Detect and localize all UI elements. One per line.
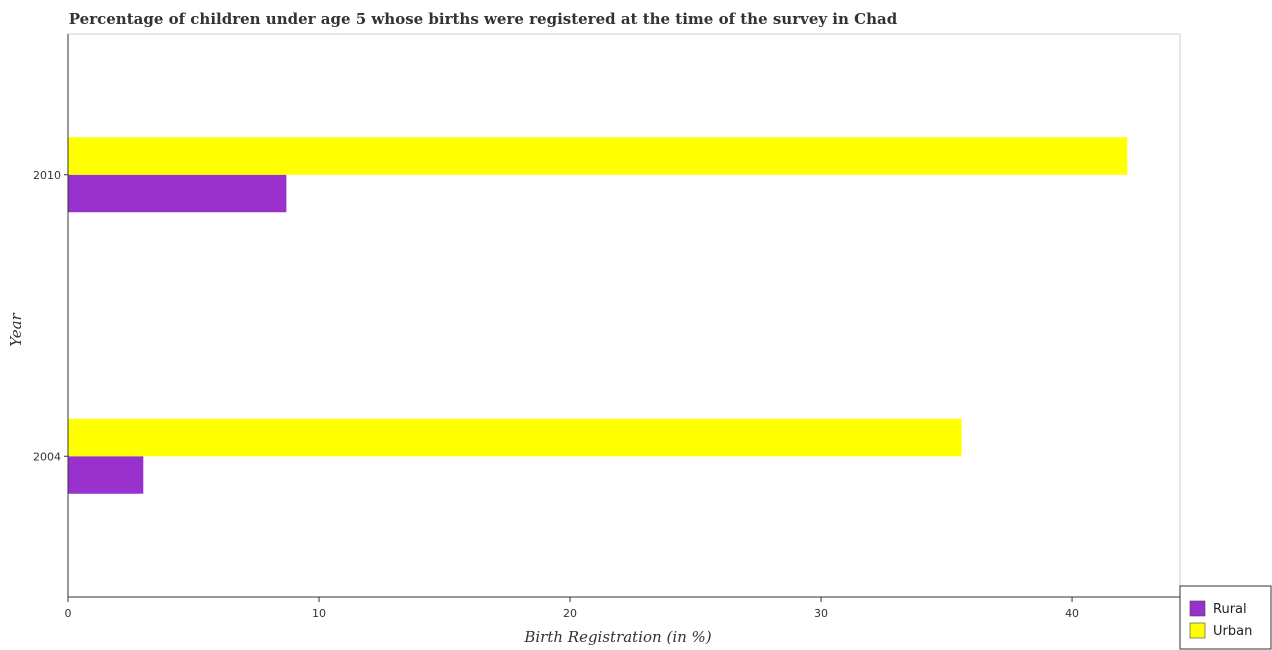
x-tick-label: 40	[1065, 607, 1079, 620]
x-tick-label: 20	[563, 607, 577, 620]
x-axis-label: Birth Registration (in %)	[523, 628, 711, 646]
x-tick-label: 10	[312, 607, 326, 620]
x-tick-label: 30	[814, 607, 828, 620]
y-tick-label: 2010	[33, 169, 61, 182]
plot-area	[68, 137, 1128, 494]
bar-urban-2004	[68, 418, 962, 457]
x-tick-label: 0	[65, 607, 72, 620]
axes: 2004 2010 0 10 20 30 40	[33, 33, 1181, 620]
legend-box	[1179, 585, 1272, 650]
legend-label-rural: Rural	[1213, 602, 1247, 617]
bar-urban-2010	[68, 137, 1128, 175]
legend-swatch-rural	[1189, 600, 1206, 617]
legend-label-urban: Urban	[1213, 624, 1252, 639]
legend-swatch-urban	[1189, 622, 1206, 639]
y-axis-label: Year	[7, 312, 25, 346]
legend: Rural Urban	[1179, 585, 1272, 650]
y-tick-label: 2004	[33, 450, 61, 463]
bar-rural-2010	[68, 174, 287, 213]
chart-title: Percentage of children under age 5 whose…	[69, 10, 898, 28]
plot-frame	[67, 33, 1181, 598]
bar-rural-2004	[68, 456, 144, 494]
